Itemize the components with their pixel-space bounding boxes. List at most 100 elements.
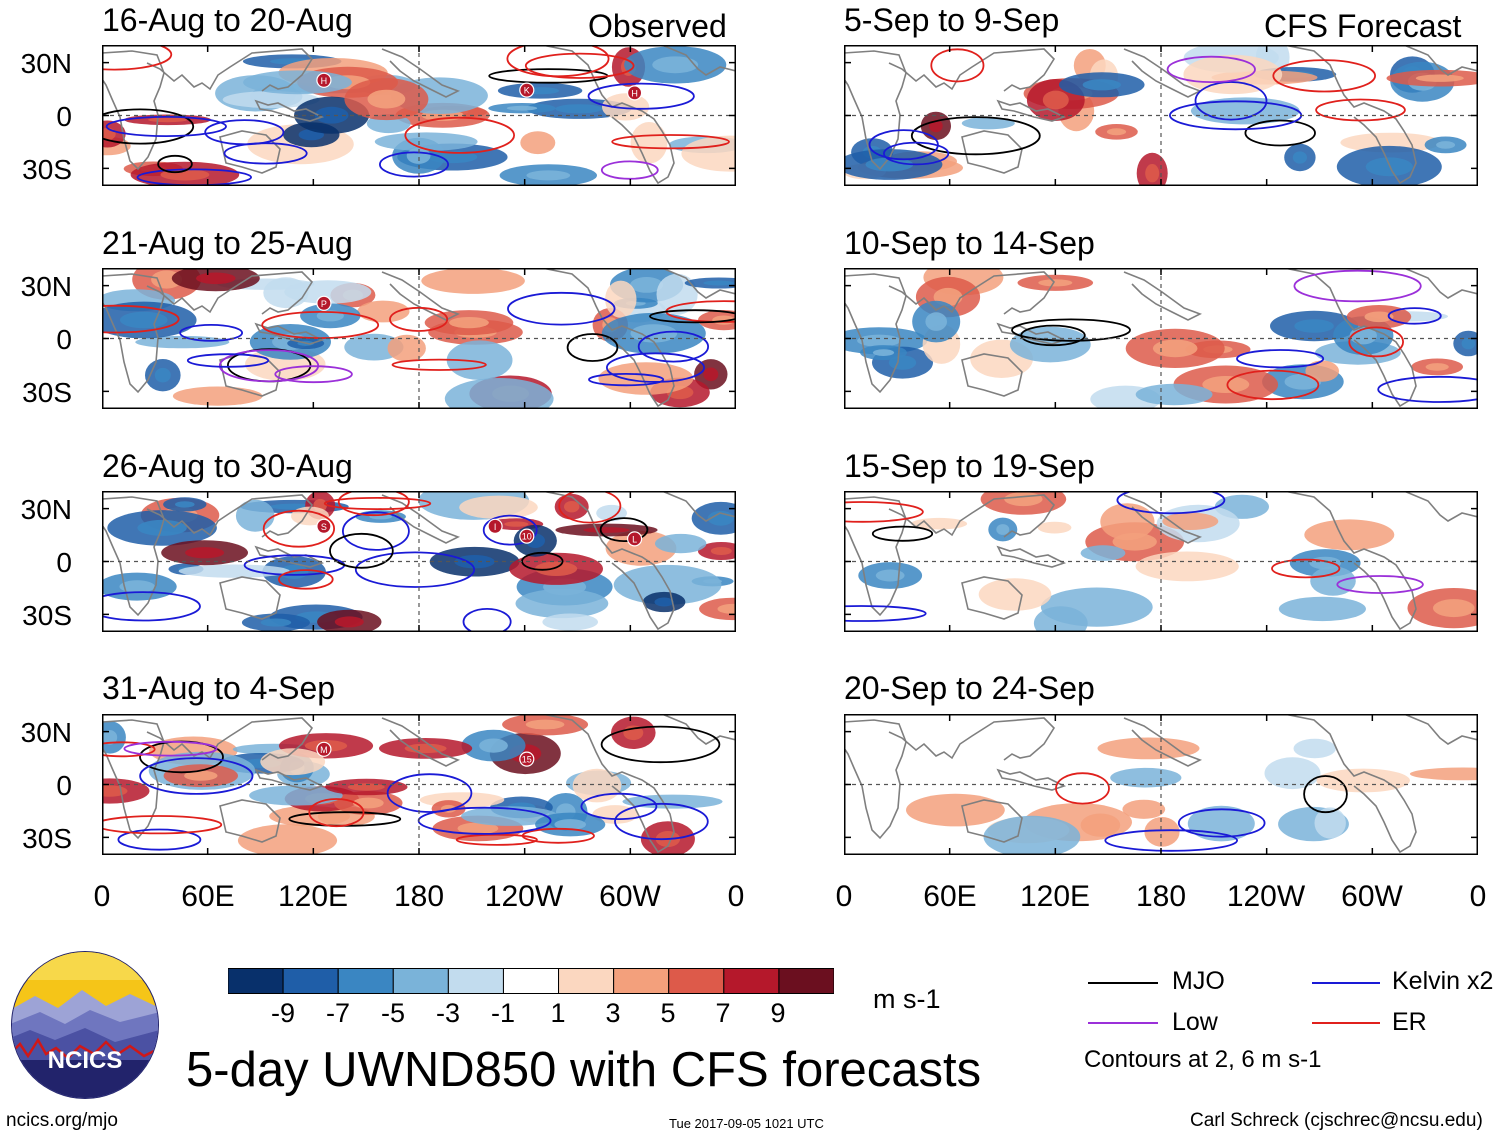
contour-kelvin-x2 <box>341 511 410 551</box>
x-tick-fcst-120e: 120E <box>1019 880 1091 913</box>
coastline <box>661 45 736 76</box>
contour-er <box>521 827 595 844</box>
x-tick-fcst-60e: 60E <box>923 880 977 913</box>
storm-marker: L <box>626 531 643 547</box>
anomaly-blob <box>284 280 372 304</box>
storm-label: K <box>524 86 530 96</box>
anomaly-core <box>1461 337 1476 350</box>
anomaly-blob <box>542 613 598 631</box>
anomaly-core <box>1004 492 1043 507</box>
anomaly-core <box>479 738 508 753</box>
contour-kelvin-x2 <box>482 514 538 546</box>
contour-kelvin-x2 <box>587 82 695 110</box>
contour-kelvin-x2 <box>102 591 201 622</box>
contour-kelvin-x2 <box>844 605 927 622</box>
colorbar-tick: 3 <box>605 998 621 1028</box>
anomaly-core <box>1364 311 1394 323</box>
contour-mjo <box>1303 775 1348 814</box>
contour-kelvin-x2 <box>179 324 243 342</box>
anomaly-core <box>1152 339 1198 358</box>
x-tick-fcst-0-end: 0 <box>1469 880 1487 913</box>
anomaly-core <box>1082 79 1121 91</box>
coastline <box>1403 268 1478 299</box>
anomaly-blob <box>520 131 556 155</box>
coastline <box>541 491 675 631</box>
anomaly-blob <box>655 533 707 554</box>
coastline <box>844 273 907 394</box>
anomaly-blob <box>249 785 343 806</box>
contour-mjo <box>910 116 1041 156</box>
contour-kelvin-x2 <box>868 129 939 161</box>
contour-low <box>123 740 218 757</box>
coastline <box>381 717 460 767</box>
panel-frame <box>844 491 1478 632</box>
coastline <box>381 494 460 544</box>
anomaly-core <box>717 603 736 614</box>
storm-marker: S <box>316 518 332 534</box>
anomaly-core <box>526 170 571 181</box>
legend-label-kelvin: Kelvin x2 <box>1392 967 1494 995</box>
coastline <box>146 494 314 538</box>
coastline <box>102 496 165 617</box>
anomaly-core <box>506 105 538 111</box>
ncics-logo: NCICS <box>11 951 159 1099</box>
coastline <box>1403 714 1478 745</box>
x-tick-obs-0: 0 <box>93 880 111 913</box>
legend-note: Contours at 2, 6 m s-1 <box>1084 1046 1322 1073</box>
anomaly-core <box>119 580 155 593</box>
coastline <box>888 271 1056 315</box>
storm-label: 10 <box>522 532 532 542</box>
anomaly-blob <box>602 93 650 121</box>
contour-er <box>455 833 538 846</box>
obs-map-4: M 15 <box>102 714 736 855</box>
x-tick-obs-120e: 120E <box>277 880 349 913</box>
y-tick-30n: 30N <box>20 48 72 79</box>
anomaly-core <box>865 157 914 172</box>
anomaly-blob <box>906 793 1005 827</box>
y-tick-0: 0 <box>56 547 72 578</box>
y-tick-0: 0 <box>56 770 72 801</box>
anomaly-blob <box>178 564 290 578</box>
coastline <box>219 576 281 620</box>
contour-kelvin-x2 <box>1104 829 1239 852</box>
coastline <box>1283 714 1417 854</box>
contour-er <box>102 304 180 334</box>
colorbar-swatch <box>447 968 504 994</box>
y-tick-30s: 30S <box>22 377 72 408</box>
anomaly-blob <box>983 815 1081 855</box>
anomaly-blob <box>1135 551 1239 582</box>
coastline <box>1123 48 1202 98</box>
anomaly-blob <box>237 824 338 855</box>
anomaly-core <box>352 797 384 809</box>
obs-panel-title-3: 26-Aug to 30-Aug <box>102 448 353 484</box>
obs-map-3: S 10 L I <box>102 491 736 632</box>
contour-kelvin-x2 <box>882 141 950 166</box>
anomaly-blob <box>387 334 426 362</box>
anomaly-core <box>525 719 565 730</box>
storm-label: H <box>631 88 638 98</box>
contour-er <box>930 48 985 83</box>
contour-kelvin-x2 <box>605 352 705 383</box>
anomaly-core <box>875 569 905 582</box>
anomaly-blob <box>572 768 622 803</box>
storm-marker: H <box>316 72 332 88</box>
contour-er <box>1055 772 1110 805</box>
anomaly-blob <box>961 117 1015 130</box>
storm-symbol <box>316 518 332 534</box>
anomaly-core <box>1106 128 1127 136</box>
footer-url[interactable]: ncics.org/mjo <box>6 1110 118 1131</box>
panel-frame <box>844 714 1478 855</box>
y-tick-0: 0 <box>56 101 72 132</box>
anomaly-blob <box>1080 813 1121 837</box>
coastline <box>888 717 1056 761</box>
anomaly-core <box>564 501 580 513</box>
fcst-map-3 <box>844 491 1478 632</box>
anomaly-blob <box>1097 737 1200 760</box>
contour-low <box>1336 575 1424 594</box>
contour-kelvin-x2 <box>378 151 449 178</box>
storm-label: L <box>632 534 637 544</box>
storm-symbol <box>316 295 332 311</box>
anomaly-blob <box>598 362 694 395</box>
storm-marker: I <box>487 518 503 534</box>
contour-er <box>611 134 730 150</box>
